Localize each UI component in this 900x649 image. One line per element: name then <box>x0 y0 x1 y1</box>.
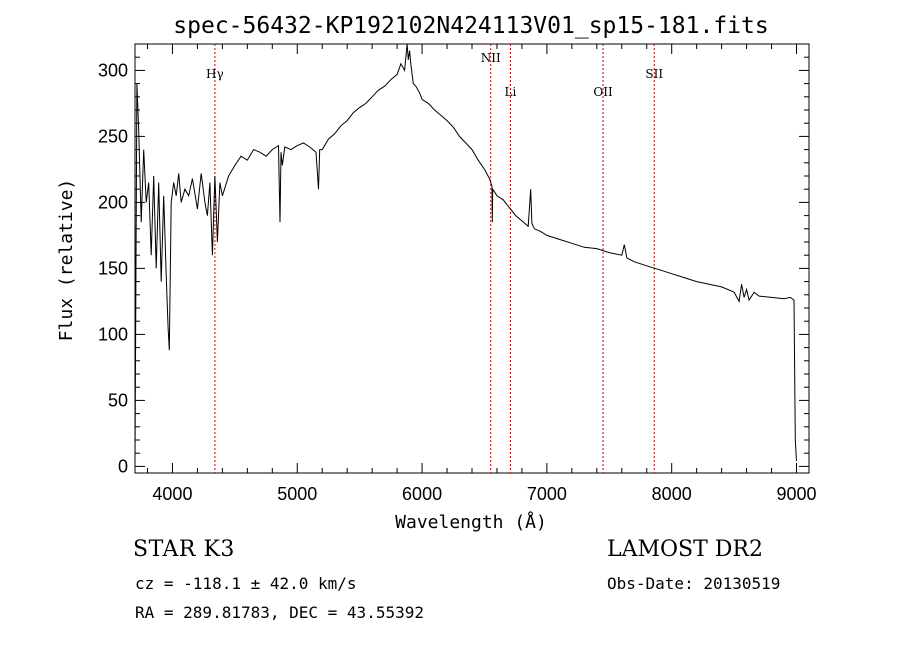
x-tick-label-1: 5000 <box>277 484 317 504</box>
spectrum-line <box>134 43 797 462</box>
line-label-3: OII <box>593 85 613 99</box>
y-tick-label-5: 250 <box>98 126 128 146</box>
object-class: STAR K3 <box>133 537 235 562</box>
y-tick-label-1: 50 <box>108 390 128 410</box>
x-axis-label: Wavelength (Å) <box>395 511 547 533</box>
axis-ticks: 4000 5000 6000 7000 8000 9000 0 50 100 150 200 250 3… <box>98 43 817 504</box>
x-tick-label-2: 6000 <box>402 484 442 504</box>
redshift-velocity: cz = -118.1 ± 42.0 km/s <box>135 574 357 593</box>
line-label-2: Li <box>505 85 517 99</box>
spectral-lines: Hγ NII Li OII SII <box>206 44 663 473</box>
chart-title: spec-56432-KP192102N424113V01_sp15-181.f… <box>173 13 768 39</box>
y-tick-label-3: 150 <box>98 258 128 278</box>
line-label-1: NII <box>481 51 501 65</box>
y-axis-label: Flux (relative) <box>56 179 77 342</box>
coordinates: RA = 289.81783, DEC = 43.55392 <box>135 603 424 622</box>
y-tick-label-6: 300 <box>98 60 128 80</box>
y-tick-label-0: 0 <box>118 456 128 476</box>
x-tick-label-0: 4000 <box>152 484 192 504</box>
survey-name: LAMOST DR2 <box>607 537 763 562</box>
y-tick-label-4: 200 <box>98 192 128 212</box>
x-tick-label-4: 8000 <box>652 484 692 504</box>
y-tick-label-2: 100 <box>98 324 128 344</box>
observation-date: Obs-Date: 20130519 <box>607 574 781 593</box>
line-label-4: SII <box>645 67 663 81</box>
x-tick-label-5: 9000 <box>776 484 816 504</box>
x-tick-label-3: 7000 <box>527 484 567 504</box>
line-label-0: Hγ <box>206 67 224 81</box>
plot-frame <box>134 43 810 474</box>
